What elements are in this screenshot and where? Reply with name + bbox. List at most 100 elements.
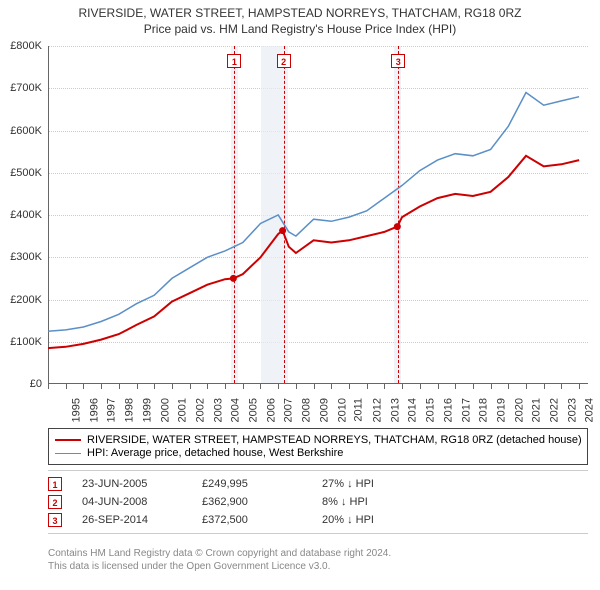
sales-diff: 8% ↓ HPI [322,496,442,508]
x-tick-label: 1996 [88,398,100,422]
x-tick [119,384,120,389]
x-tick [137,384,138,389]
y-tick-label: £600K [0,125,42,137]
x-tick-label: 2000 [159,398,171,422]
y-tick-label: £300K [0,251,42,263]
x-tick-label: 1997 [106,398,118,422]
x-tick-label: 2005 [248,398,260,422]
x-tick [473,384,474,389]
sales-marker: 3 [48,513,62,527]
series-line-hpi [48,93,579,332]
x-tick-label: 2011 [353,398,365,422]
sales-price: £362,900 [202,496,322,508]
line-layer [48,46,588,384]
sales-row: 1 23-JUN-2005£249,99527% ↓ HPI [48,475,588,493]
x-tick-label: 2018 [478,398,490,422]
legend-label-hpi: HPI: Average price, detached house, West… [87,447,343,459]
sales-price: £372,500 [202,514,322,526]
x-tick-label: 2006 [265,398,277,422]
x-tick [260,384,261,389]
x-tick [367,384,368,389]
sales-price: £249,995 [202,478,322,490]
title-subtitle: Price paid vs. HM Land Registry's House … [10,22,590,36]
sales-marker: 1 [48,477,62,491]
x-tick [402,384,403,389]
x-tick-label: 2024 [584,398,596,422]
x-tick-label: 2017 [460,398,472,422]
chart-container: RIVERSIDE, WATER STREET, HAMPSTEAD NORRE… [0,0,600,590]
y-tick-label: £800K [0,40,42,52]
x-tick-label: 2001 [177,398,189,422]
x-tick [508,384,509,389]
sales-diff: 27% ↓ HPI [322,478,442,490]
x-tick [66,384,67,389]
legend-swatch-property [55,439,81,441]
x-tick [296,384,297,389]
x-tick-label: 2014 [407,398,419,422]
title-block: RIVERSIDE, WATER STREET, HAMPSTEAD NORRE… [0,0,600,38]
sale-point [279,227,286,234]
x-tick [225,384,226,389]
footer: Contains HM Land Registry data © Crown c… [48,548,588,573]
x-tick [172,384,173,389]
x-tick [154,384,155,389]
x-tick-label: 2004 [230,398,242,422]
y-tick-label: £700K [0,82,42,94]
x-tick [455,384,456,389]
sale-point [394,223,401,230]
y-tick-label: £200K [0,294,42,306]
x-tick [526,384,527,389]
x-tick-label: 2021 [531,398,543,422]
x-tick-label: 2022 [549,398,561,422]
chart-area: 123 £0£100K£200K£300K£400K£500K£600K£700… [48,46,588,384]
sales-date: 26-SEP-2014 [82,514,202,526]
legend-row-property: RIVERSIDE, WATER STREET, HAMPSTEAD NORRE… [55,434,581,446]
sale-point [230,275,237,282]
x-tick [491,384,492,389]
x-tick-label: 2015 [425,398,437,422]
x-tick-label: 2016 [442,398,454,422]
x-tick-label: 1998 [124,398,136,422]
y-tick-label: £0 [0,378,42,390]
legend-swatch-hpi [55,453,81,454]
x-tick-label: 2003 [212,398,224,422]
x-tick [544,384,545,389]
legend-label-property: RIVERSIDE, WATER STREET, HAMPSTEAD NORRE… [87,434,581,446]
legend: RIVERSIDE, WATER STREET, HAMPSTEAD NORRE… [48,428,588,465]
x-tick [243,384,244,389]
x-tick [420,384,421,389]
x-tick [48,384,49,389]
x-tick-label: 2009 [318,398,330,422]
x-tick [190,384,191,389]
x-tick-label: 2002 [194,398,206,422]
x-tick [207,384,208,389]
sales-date: 23-JUN-2005 [82,478,202,490]
sales-marker: 2 [48,495,62,509]
sales-date: 04-JUN-2008 [82,496,202,508]
sales-diff: 20% ↓ HPI [322,514,442,526]
sales-row: 2 04-JUN-2008£362,9008% ↓ HPI [48,493,588,511]
series-line-property [48,156,579,348]
x-tick-label: 2007 [283,398,295,422]
x-tick [331,384,332,389]
x-tick [384,384,385,389]
x-tick [579,384,580,389]
x-tick-label: 2023 [566,398,578,422]
y-tick-label: £500K [0,167,42,179]
x-tick [561,384,562,389]
x-tick-label: 2008 [301,398,313,422]
footer-line1: Contains HM Land Registry data © Crown c… [48,548,588,561]
x-tick [438,384,439,389]
legend-row-hpi: HPI: Average price, detached house, West… [55,447,581,459]
sales-table: 1 23-JUN-2005£249,99527% ↓ HPI 2 04-JUN-200… [48,470,588,534]
x-tick [83,384,84,389]
title-address: RIVERSIDE, WATER STREET, HAMPSTEAD NORRE… [10,6,590,20]
x-tick [314,384,315,389]
sales-row: 3 26-SEP-2014£372,50020% ↓ HPI [48,511,588,529]
x-tick [278,384,279,389]
x-tick [101,384,102,389]
x-tick-label: 1999 [141,398,153,422]
x-tick-label: 1995 [70,398,82,422]
y-tick-label: £100K [0,336,42,348]
x-tick-label: 2013 [389,398,401,422]
